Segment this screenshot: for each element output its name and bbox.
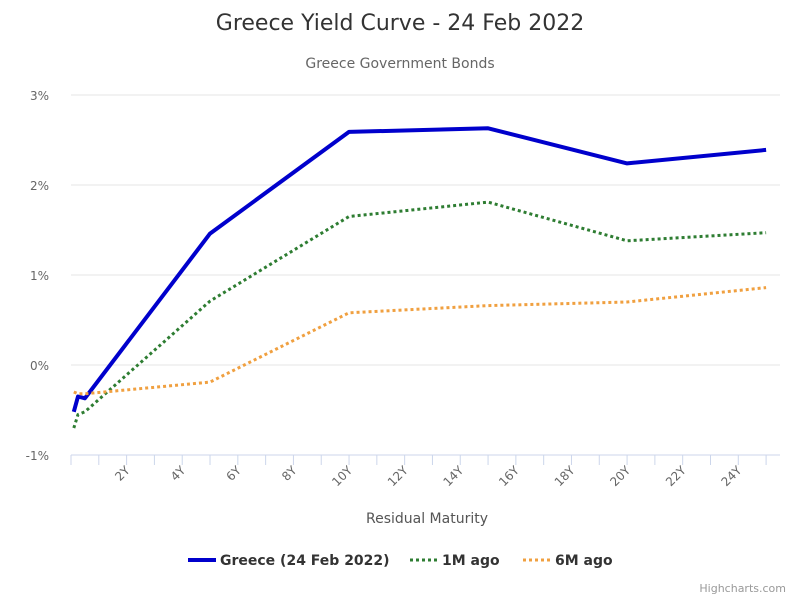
x-tick-label: 24Y — [719, 463, 745, 489]
y-tick-label: 3% — [30, 89, 49, 103]
y-tick-label: -1% — [26, 449, 49, 463]
legend-label: Greece (24 Feb 2022) — [220, 553, 390, 569]
x-tick-label: 6Y — [223, 463, 244, 484]
chart-title: Greece Yield Curve - 24 Feb 2022 — [216, 11, 584, 36]
x-tick-label: 22Y — [663, 463, 689, 489]
series-lines — [71, 126, 767, 429]
legend-item-6m-ago[interactable]: 6M ago — [523, 553, 613, 569]
x-axis: 2Y 4Y 6Y 8Y 10Y 12Y 14Y 16Y 18Y 20Y 22Y 24Y — [70, 454, 780, 489]
legend-label: 1M ago — [442, 553, 500, 569]
series-line-6m-ago — [73, 286, 767, 396]
x-tick-label: 20Y — [607, 463, 633, 489]
x-axis-title: Residual Maturity — [366, 511, 488, 527]
x-tick-label: 18Y — [552, 463, 578, 489]
x-tick-label: 12Y — [385, 463, 411, 489]
y-axis: -1% 0% 1% 2% 3% — [26, 89, 49, 463]
legend-item-1m-ago[interactable]: 1M ago — [410, 553, 500, 569]
x-tick-label: 2Y — [112, 463, 133, 484]
x-tick-label: 16Y — [496, 463, 522, 489]
legend: Greece (24 Feb 2022) 1M ago 6M ago — [188, 553, 613, 569]
x-tick-label: 8Y — [279, 463, 300, 484]
y-tick-label: 2% — [30, 179, 49, 193]
x-tick-label: 10Y — [329, 463, 355, 489]
series-line-greece — [71, 126, 767, 413]
legend-item-greece[interactable]: Greece (24 Feb 2022) — [188, 553, 390, 569]
chart-subtitle: Greece Government Bonds — [305, 56, 494, 72]
credits-link[interactable]: Highcharts.com — [699, 582, 786, 595]
x-tick-label: 14Y — [440, 463, 466, 489]
y-tick-label: 1% — [30, 269, 49, 283]
y-tick-label: 0% — [30, 359, 49, 373]
series-line-1m-ago — [72, 200, 767, 429]
x-tick-label: 4Y — [168, 463, 189, 484]
legend-label: 6M ago — [555, 553, 613, 569]
